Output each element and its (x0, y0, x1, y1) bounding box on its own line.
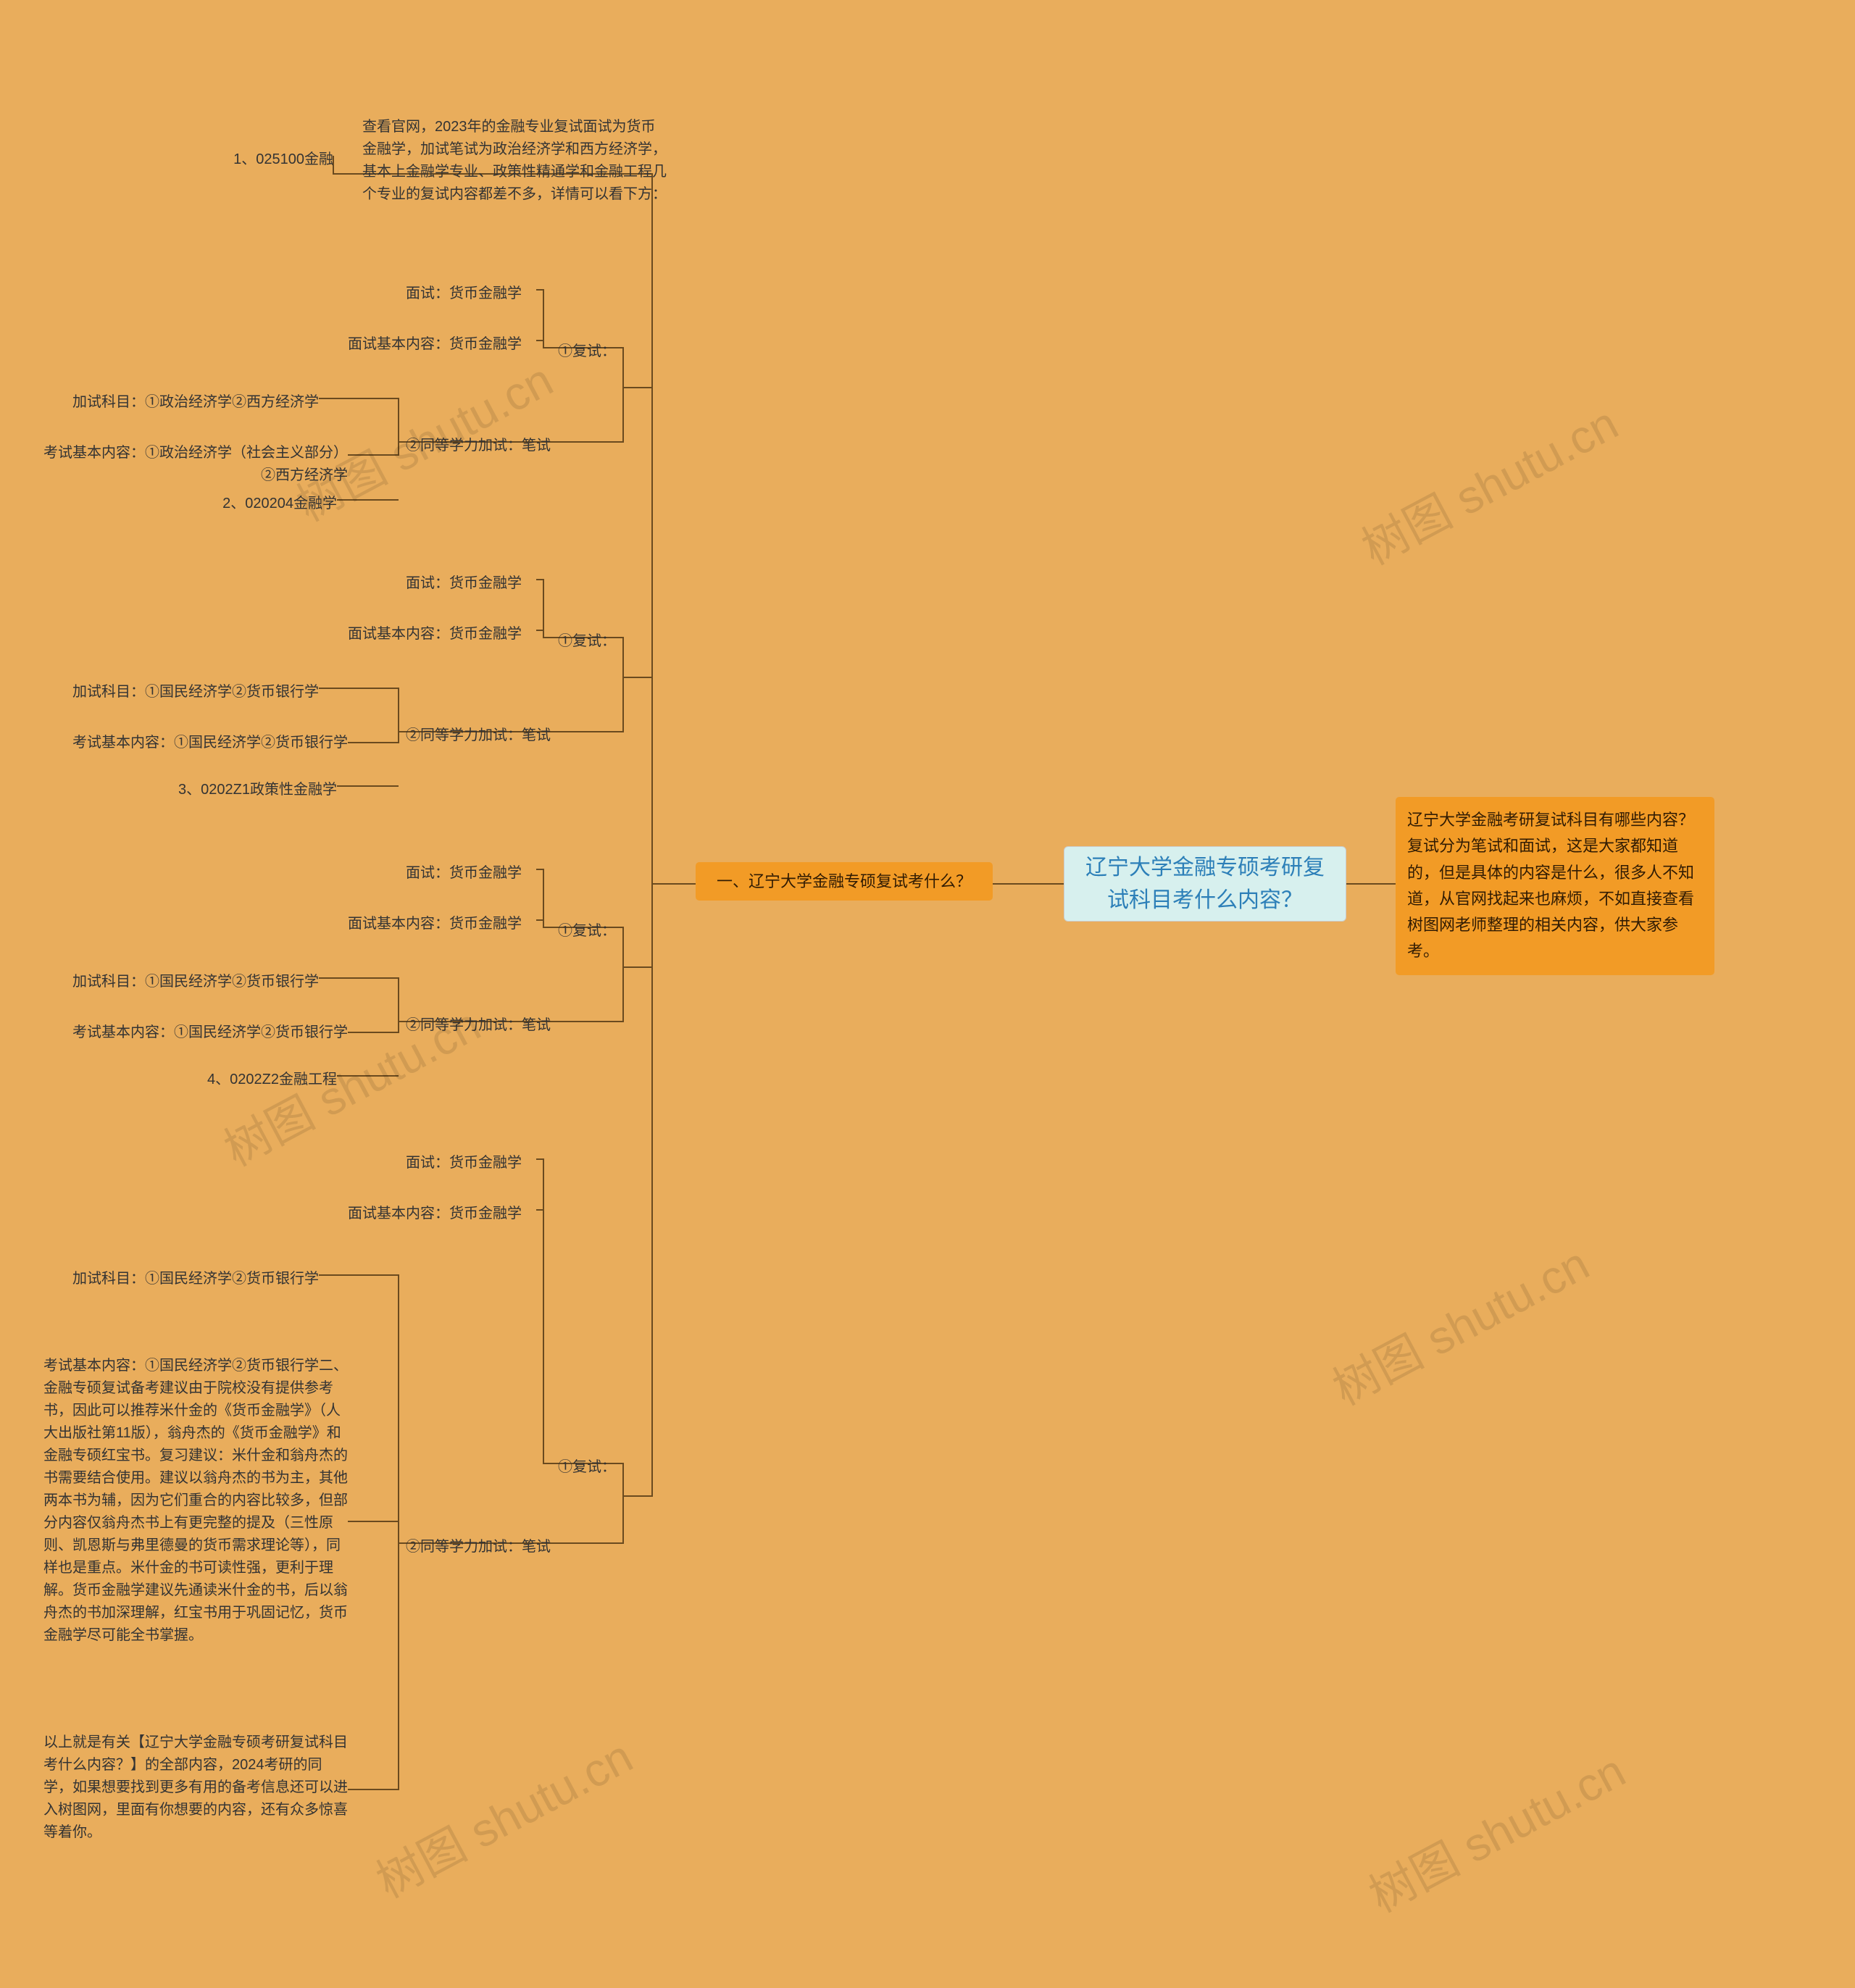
major5-jiakemu: 加试科目：①国民经济学②货币银行学 (51, 1268, 319, 1290)
major4-jiakemu: 加试科目：①国民经济学②货币银行学 (51, 971, 319, 993)
major5-jiashi-label: ②同等学力加试：笔试 (406, 1536, 558, 1558)
question-node: 一、辽宁大学金融专硕复试考什么？ (696, 862, 993, 901)
major3-mianshi-basic: 面试基本内容：货币金融学 (348, 623, 551, 646)
major2-jiakemu: 加试科目：①政治经济学②西方经济学 (51, 391, 319, 414)
major2-mianshi-basic: 面试基本内容：货币金融学 (348, 333, 551, 356)
major3-jiashi-label: ②同等学力加试：笔试 (406, 724, 558, 747)
watermark-text: 树图 shutu.cn (1356, 1734, 1635, 1925)
major2-jiashi-label: ②同等学力加试：笔试 (406, 435, 558, 457)
major3-title: 3、0202Z1政策性金融学 (141, 779, 337, 801)
major4-mianshi: 面试：货币金融学 (406, 862, 551, 885)
major4-mianshi-basic: 面试基本内容：货币金融学 (348, 913, 551, 935)
watermark-text: 树图 shutu.cn (363, 1720, 643, 1910)
major2-jiajiben: 考试基本内容：①政治经济学（社会主义部分）②西方经济学 (43, 442, 348, 487)
major3-jiajiben: 考试基本内容：①国民经济学②货币银行学 (43, 732, 348, 754)
major1-desc: 查看官网，2023年的金融专业复试面试为货币金融学，加试笔试为政治经济学和西方经… (362, 116, 667, 206)
watermark-text: 树图 shutu.cn (1320, 1227, 1599, 1418)
root-text: 辽宁大学金融专硕考研复 试科目考什么内容？ (1085, 851, 1325, 916)
side-text: 辽宁大学金融考研复试科目有哪些内容？复试分为笔试和面试，这是大家都知道的，但是具… (1407, 807, 1703, 965)
major3-mianshi: 面试：货币金融学 (406, 572, 551, 595)
major1-title: 1、025100金融 (188, 149, 333, 171)
connector-lines (0, 0, 1855, 1988)
major3-fushi-label: ①复试： (558, 630, 630, 653)
question-text: 一、辽宁大学金融专硕复试考什么？ (717, 869, 972, 893)
major5-mianshi: 面试：货币金融学 (406, 1152, 551, 1174)
major5-closing: 以上就是有关【辽宁大学金融专硕考研复试科目考什么内容？】的全部内容，2024考研… (43, 1732, 348, 1844)
major5-mianshi-basic: 面试基本内容：货币金融学 (348, 1203, 551, 1225)
major5-jiajiben: 考试基本内容：①国民经济学②货币银行学二、金融专硕复试备考建议由于院校没有提供参… (43, 1355, 348, 1647)
root-node: 辽宁大学金融专硕考研复 试科目考什么内容？ (1064, 846, 1346, 922)
major4-fushi-label: ①复试： (558, 920, 630, 943)
major2-title: 2、020204金融学 (185, 493, 337, 515)
side-description: 辽宁大学金融考研复试科目有哪些内容？复试分为笔试和面试，这是大家都知道的，但是具… (1396, 797, 1714, 975)
major2-mianshi: 面试：货币金融学 (406, 283, 551, 305)
major4-title: 4、0202Z2金融工程 (163, 1069, 337, 1091)
major3-jiakemu: 加试科目：①国民经济学②货币银行学 (51, 681, 319, 703)
watermark-text: 树图 shutu.cn (1348, 387, 1628, 577)
major4-jiajiben: 考试基本内容：①国民经济学②货币银行学 (43, 1022, 348, 1044)
major2-fushi-label: ①复试： (558, 341, 630, 363)
major5-fushi-label: ①复试： (558, 1456, 630, 1479)
major4-jiashi-label: ②同等学力加试：笔试 (406, 1014, 558, 1037)
